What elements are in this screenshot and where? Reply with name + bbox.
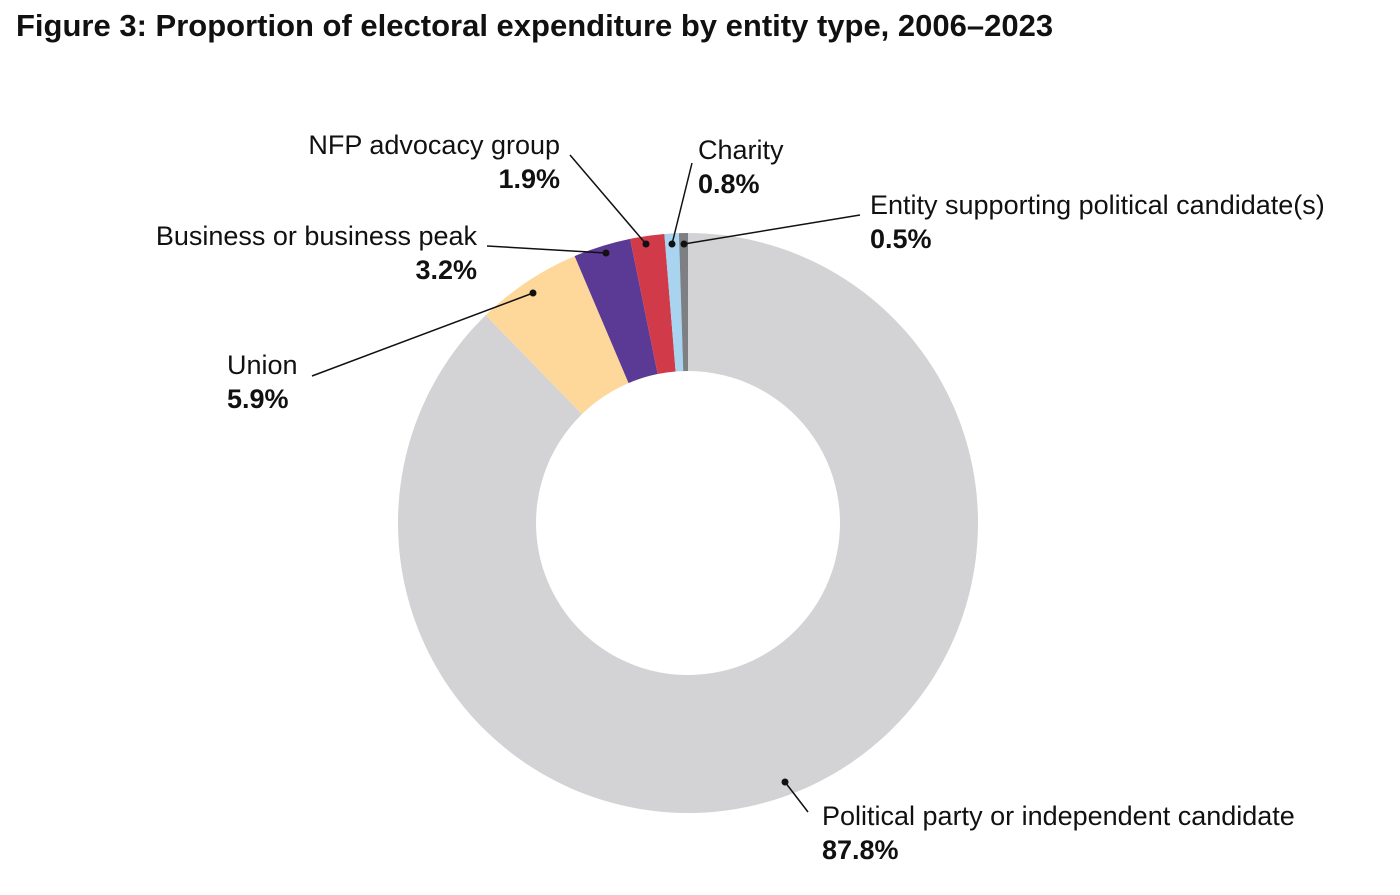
leader-dot <box>680 240 688 248</box>
leader-line <box>486 245 607 254</box>
segment-label: Political party or independent candidate <box>822 801 1295 831</box>
segment-value: 5.9% <box>227 384 289 414</box>
donut-segment <box>574 238 658 384</box>
leader-dot <box>529 289 537 297</box>
segment-value: 1.9% <box>498 164 560 194</box>
segment-label: Union <box>227 350 298 380</box>
leader-line <box>683 214 861 245</box>
segment-value: 0.8% <box>698 169 760 199</box>
leader-dot <box>602 249 610 257</box>
segment-label: Charity <box>698 135 784 165</box>
segment-value: 87.8% <box>822 835 899 865</box>
leader-line <box>311 292 534 377</box>
donut-segment <box>630 233 676 375</box>
leader-line <box>569 154 647 245</box>
segment-label: NFP advocacy group <box>308 130 560 160</box>
donut-segment <box>485 256 629 415</box>
donut-segment <box>398 233 978 813</box>
donut-segment <box>678 233 688 372</box>
leader-dot <box>781 778 789 786</box>
segment-label: Entity supporting political candidate(s) <box>870 190 1325 220</box>
chart-title: Figure 3: Proportion of electoral expend… <box>16 8 1053 43</box>
leader-dot <box>642 240 650 248</box>
segment-value: 0.5% <box>870 224 932 254</box>
leader-line <box>671 162 693 245</box>
donut-segment <box>664 233 684 372</box>
segment-value: 3.2% <box>415 255 477 285</box>
segment-label: Business or business peak <box>156 221 478 251</box>
leader-dot <box>668 240 676 248</box>
leader-line <box>784 781 809 813</box>
